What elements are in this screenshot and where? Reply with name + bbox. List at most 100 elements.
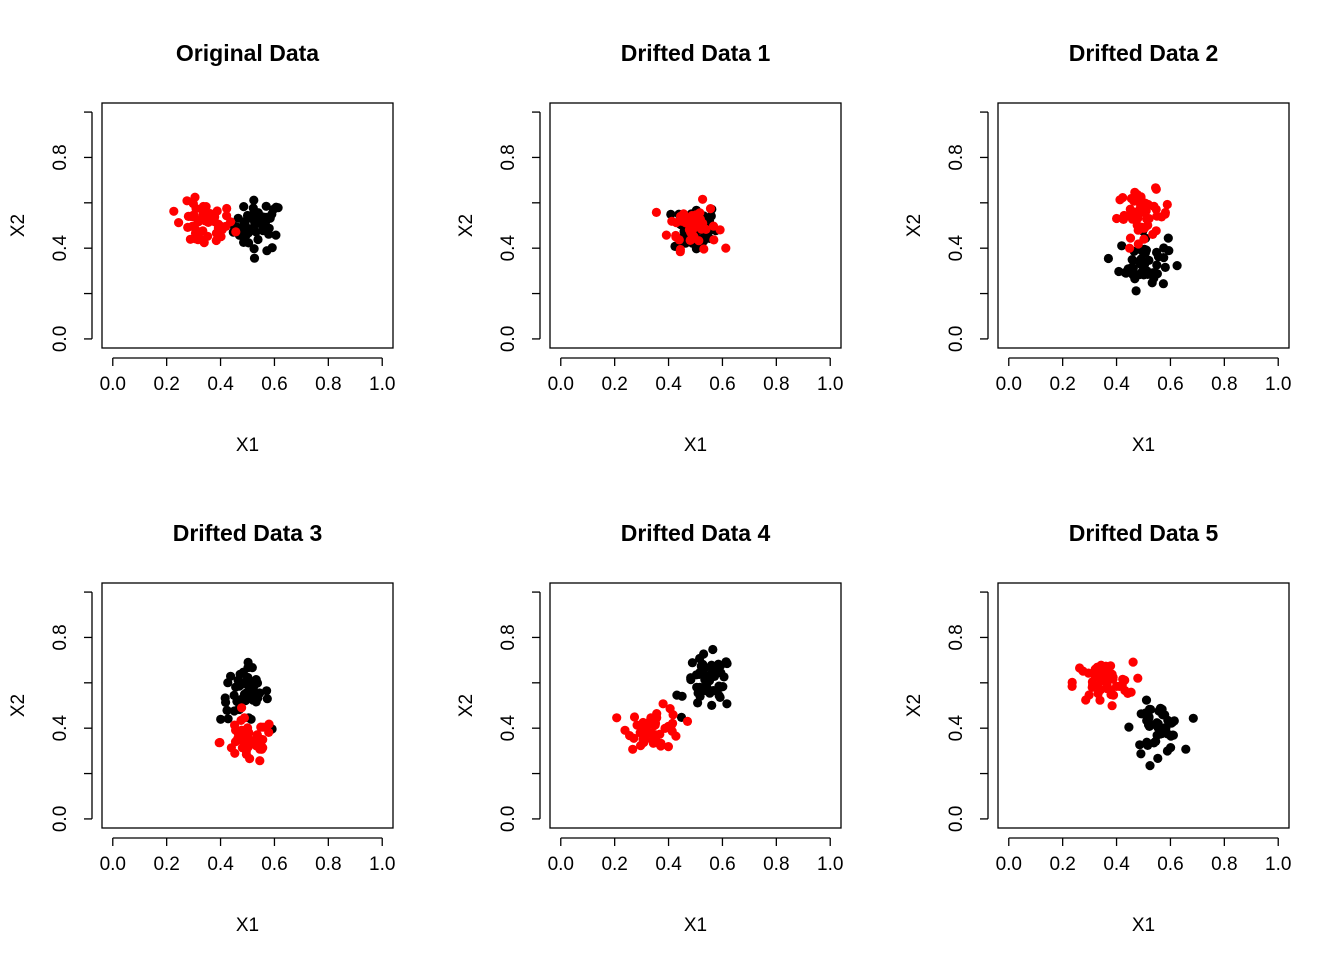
data-point [648,736,658,746]
data-point [702,677,712,688]
data-point [186,211,196,221]
data-point [1106,689,1116,700]
data-point [1136,254,1146,264]
data-point [1078,666,1088,676]
data-point [249,207,259,217]
data-point [691,670,702,680]
data-point [1093,681,1103,691]
data-point [625,731,635,741]
data-point [628,744,638,754]
data-point [1089,669,1099,680]
data-point [211,235,221,246]
data-point [251,227,261,237]
data-point [660,723,670,734]
data-point [1128,657,1138,667]
red-series [1112,183,1172,253]
panel-2: Drifted Data 1 0.0 0.2 0.4 0.6 0.8 1.0 0.0 0.4 0.… [456,40,843,456]
data-point [237,703,247,713]
x-tick-label: 0.0 [548,854,574,875]
data-point [244,728,254,738]
data-point [718,682,728,692]
data-point [666,209,676,219]
data-point [691,244,702,254]
x-tick-label: 0.4 [1103,854,1130,875]
y-tick-label: 0.0 [946,806,967,832]
data-point [1162,199,1172,210]
y-tick-label: 0.4 [498,715,519,742]
data-point [222,211,232,221]
x-tick-label: 0.4 [655,374,682,395]
panel-title: Drifted Data 1 [621,40,771,66]
data-point [245,754,255,764]
data-point [1152,247,1162,257]
data-point [1120,675,1130,685]
data-point [1139,270,1149,280]
data-point [1162,746,1172,756]
x-tick-label: 0.6 [1157,854,1183,875]
data-point [1152,260,1162,270]
data-point [198,201,208,212]
data-point [1151,184,1161,194]
data-point [713,659,724,669]
data-point [671,218,681,228]
y-tick-label: 0.0 [498,806,519,832]
data-point [205,209,215,219]
data-point [1160,207,1170,218]
data-point [687,658,698,668]
x-tick-label: 0.4 [207,374,234,395]
panel-title: Drifted Data 3 [173,520,323,546]
data-point [221,697,231,708]
data-point [253,234,263,245]
data-point [668,710,678,720]
data-point [249,195,259,205]
data-point [1099,676,1109,686]
data-point [1107,701,1117,711]
data-point [235,669,245,679]
data-point [661,230,672,240]
data-point [1121,268,1131,278]
x-tick-label: 0.6 [1157,374,1183,395]
data-point [230,720,240,730]
y-tick-label: 0.4 [50,235,71,262]
plot-frame [101,582,394,829]
y-tick-label: 0.8 [946,624,967,650]
data-point [642,727,652,737]
x-axis-label: X1 [1132,915,1155,936]
data-point [233,213,243,223]
x-tick-label: 0.0 [100,374,126,395]
data-point [716,668,726,678]
data-point [1130,187,1140,197]
x-tick-label: 1.0 [369,854,395,875]
data-point [715,225,725,235]
data-point [1188,713,1198,723]
data-point [1067,681,1077,692]
data-point [1112,213,1122,224]
x-tick-label: 0.6 [709,374,735,395]
data-point [1133,673,1143,683]
data-point [183,222,193,232]
data-point [677,691,687,701]
data-point [1146,704,1156,715]
data-point [1117,241,1127,251]
data-point [1139,244,1150,254]
plot-frame [997,102,1290,349]
data-point [651,207,662,217]
data-point [252,730,262,740]
data-point [1114,266,1124,277]
data-point [722,699,732,709]
data-point [1149,273,1159,283]
plot-frame [997,582,1290,829]
red-series [612,699,693,754]
data-point [699,244,709,254]
data-point [214,738,224,748]
data-point [663,742,674,752]
x-tick-label: 1.0 [1265,854,1291,875]
y-tick-label: 0.8 [50,144,71,170]
data-point [1131,286,1141,296]
data-point [231,227,241,237]
data-point [1103,668,1113,678]
data-point [174,218,184,228]
data-point [249,253,260,263]
x-tick-label: 1.0 [817,854,843,875]
x-axis-label: X1 [236,915,259,936]
